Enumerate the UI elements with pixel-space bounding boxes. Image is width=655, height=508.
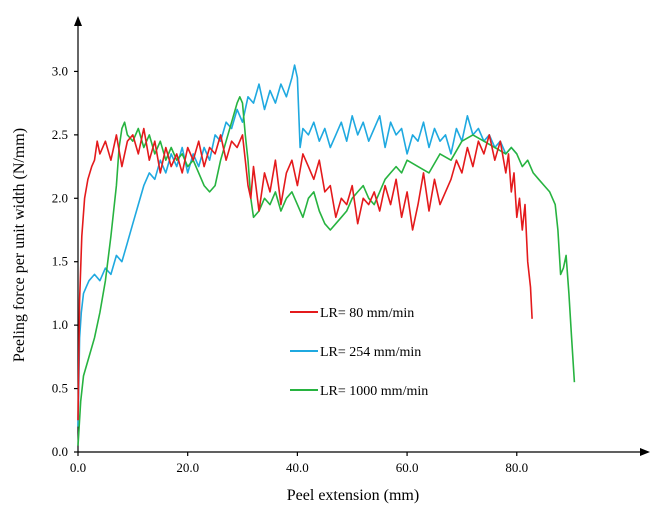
- legend-label: LR= 80 mm/min: [320, 306, 414, 321]
- series-line-lr-80-mm-min: [77, 127, 533, 421]
- x-axis-arrow-icon: [640, 448, 650, 456]
- y-tick-label: 3.0: [52, 63, 68, 78]
- y-tick-label: 2.0: [52, 190, 68, 205]
- x-ticks: 0.0 20.0 40.0 60.0 80.0: [70, 452, 528, 475]
- legend-label: LR= 254 mm/min: [320, 345, 421, 360]
- series-lines: [77, 64, 576, 446]
- legend-item: LR= 1000 mm/min: [290, 384, 428, 399]
- x-tick-label: 0.0: [70, 460, 86, 475]
- y-tick-label: 0.5: [52, 381, 68, 396]
- x-tick-label: 60.0: [396, 460, 419, 475]
- legend: LR= 80 mm/min LR= 254 mm/min LR= 1000 mm/m…: [290, 306, 428, 399]
- y-axis-arrow-icon: [74, 16, 82, 26]
- legend-item: LR= 80 mm/min: [290, 306, 414, 321]
- y-ticks: 0.0 0.5 1.0 1.5 2.0 2.5 3.0: [52, 63, 78, 459]
- x-tick-label: 20.0: [176, 460, 199, 475]
- legend-label: LR= 1000 mm/min: [320, 384, 428, 399]
- series-line-lr-254-mm-min: [77, 64, 518, 427]
- series-line-lr-1000-mm-min: [77, 96, 576, 446]
- x-tick-label: 80.0: [505, 460, 528, 475]
- y-tick-label: 1.5: [52, 254, 68, 269]
- y-tick-label: 2.5: [52, 127, 68, 142]
- y-tick-label: 1.0: [52, 317, 68, 332]
- y-tick-label: 0.0: [52, 444, 68, 459]
- y-axis-title: Peeling force per unit width (N/mm): [11, 128, 28, 362]
- legend-item: LR= 254 mm/min: [290, 345, 421, 360]
- x-axis-title: Peel extension (mm): [287, 487, 419, 504]
- x-tick-label: 40.0: [286, 460, 309, 475]
